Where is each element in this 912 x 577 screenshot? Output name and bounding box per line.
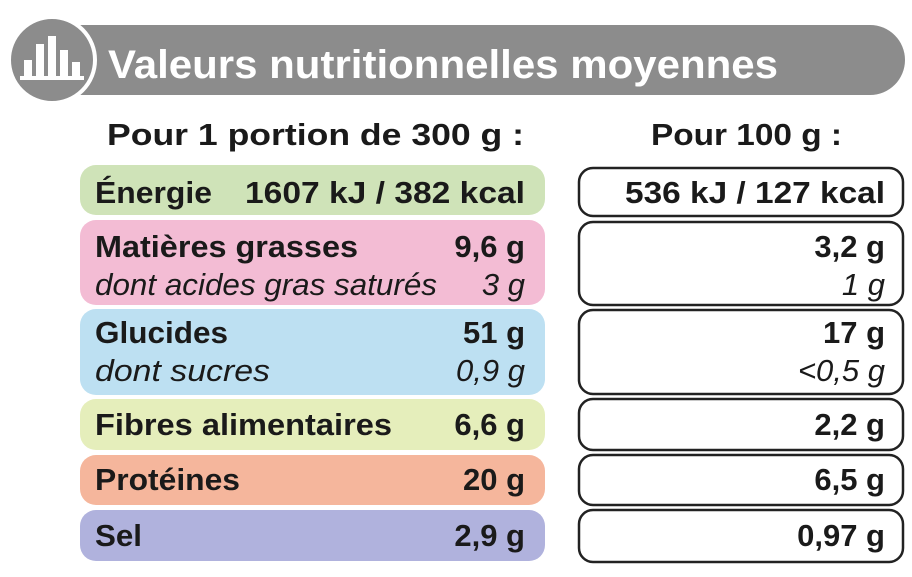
value-box [577, 453, 905, 507]
header-icon [7, 15, 97, 105]
title: Valeurs nutritionnelles moyennes [108, 43, 778, 87]
nutrient-label: Matières grasses [95, 229, 358, 264]
portion-value: 0,9 g [456, 353, 525, 388]
value-box [577, 508, 905, 564]
portion-value: 20 g [463, 462, 525, 497]
per100-value: 1 g [842, 267, 885, 302]
portion-value: 1607 kJ / 382 kcal [245, 175, 525, 210]
column-header: Pour 1 portion de 300 g : [107, 117, 524, 152]
per100-value: 0,97 g [797, 518, 885, 553]
per100-value: 3,2 g [814, 229, 885, 264]
value-box [577, 308, 905, 396]
portion-value: 6,6 g [454, 407, 525, 442]
nutrient-label: Énergie [95, 175, 212, 210]
nutrient-label: Protéines [95, 462, 240, 497]
per100-value: 2,2 g [814, 407, 885, 442]
per100-value: <0,5 g [798, 353, 885, 388]
per100-value: 536 kJ / 127 kcal [625, 175, 885, 210]
portion-value: 51 g [463, 315, 525, 350]
row-bg [80, 455, 545, 505]
row-bg [80, 399, 545, 450]
per100-value: 17 g [823, 315, 885, 350]
nutrient-label: Sel [95, 518, 142, 553]
row-bg [80, 165, 545, 215]
sub-label: dont sucres [95, 353, 270, 388]
value-box [577, 166, 905, 218]
per100-value: 6,5 g [814, 462, 885, 497]
nutrient-label: Glucides [95, 315, 228, 350]
column-header: Pour 100 g : [651, 117, 842, 152]
value-box [577, 397, 905, 452]
value-box [577, 220, 905, 307]
sub-label: dont acides gras saturés [95, 267, 437, 302]
portion-value: 3 g [482, 267, 525, 302]
portion-value: 9,6 g [454, 229, 525, 264]
row-bg [80, 309, 545, 395]
row-bg [80, 220, 545, 305]
portion-value: 2,9 g [454, 518, 525, 553]
nutrient-label: Fibres alimentaires [95, 407, 392, 442]
row-bg [80, 510, 545, 561]
header-bar [40, 25, 905, 95]
